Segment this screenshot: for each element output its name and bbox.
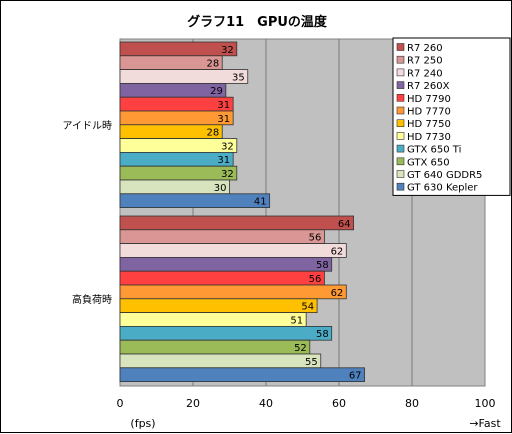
legend-entry: R7 240 <box>407 68 443 79</box>
bar <box>119 41 238 57</box>
bar-value-label: 35 <box>232 72 245 83</box>
bar <box>119 298 318 313</box>
x-tick-label: 80 <box>405 397 419 410</box>
bar <box>119 215 355 231</box>
bar-value-label: 29 <box>210 86 223 97</box>
bar <box>119 270 325 286</box>
legend-entry: HD 7790 <box>407 94 451 105</box>
x-axis-label: (fps) <box>130 417 155 430</box>
bar-value-label: 52 <box>294 343 307 354</box>
legend-swatch <box>396 132 405 140</box>
bar <box>119 138 238 153</box>
bar-value-label: 67 <box>349 371 362 382</box>
legend-swatch <box>396 94 405 102</box>
legend-entry: HD 7750 <box>407 119 451 130</box>
bar-value-label: 28 <box>206 128 219 139</box>
bar <box>119 110 234 126</box>
bar <box>119 367 365 382</box>
bar-value-label: 64 <box>338 219 351 230</box>
bar-value-label: 41 <box>254 197 267 208</box>
bar-value-label: 30 <box>214 183 227 194</box>
bar <box>119 151 234 167</box>
bar <box>119 165 238 181</box>
legend-entry: GTX 650 <box>407 157 450 168</box>
legend-swatch <box>396 119 405 127</box>
bar-value-label: 62 <box>331 246 344 257</box>
direction-label: →Fast <box>469 417 501 430</box>
bar <box>119 69 249 84</box>
legend-swatch <box>396 170 405 178</box>
legend-entry: GTX 650 Ti <box>407 145 461 156</box>
bar <box>119 243 347 258</box>
legend-swatch <box>396 144 405 153</box>
bar <box>119 284 347 300</box>
bar <box>119 325 333 341</box>
bar-value-label: 32 <box>221 169 234 180</box>
bar-value-label: 58 <box>316 329 329 340</box>
bar-value-label: 56 <box>309 274 322 285</box>
x-tick-label: 0 <box>117 397 124 410</box>
bar <box>119 229 325 245</box>
legend-swatch <box>396 68 405 77</box>
x-tick-label: 20 <box>186 397 200 410</box>
x-tick-label: 100 <box>475 397 496 410</box>
legend-swatch <box>396 106 405 115</box>
bar-value-label: 56 <box>309 233 322 244</box>
category-label: 高負荷時 <box>72 293 112 306</box>
category-label: アイドル時 <box>63 120 113 132</box>
legend-swatch <box>396 43 405 51</box>
bar-value-label: 62 <box>331 288 344 299</box>
bar-value-label: 32 <box>221 141 234 152</box>
bar-value-label: 31 <box>217 100 230 111</box>
legend-entry: R7 260 <box>407 43 443 54</box>
bar-value-label: 55 <box>305 357 318 368</box>
x-tick-label: 40 <box>259 397 273 410</box>
bar <box>119 96 234 112</box>
bar-value-label: 31 <box>217 155 230 166</box>
bar-value-label: 51 <box>290 315 303 326</box>
bar-value-label: 32 <box>221 45 234 56</box>
bar <box>119 339 311 355</box>
legend-entry: HD 7770 <box>407 107 451 118</box>
legend-entry: GT 640 GDDR5 <box>407 170 482 181</box>
bar <box>119 312 307 327</box>
legend-entry: R7 260X <box>407 81 450 92</box>
legend-swatch <box>396 81 405 89</box>
legend-swatch <box>396 55 405 64</box>
bar-value-label: 28 <box>206 59 219 70</box>
bar-value-label: 54 <box>301 302 314 313</box>
legend-swatch <box>396 157 405 166</box>
legend-swatch <box>396 182 405 191</box>
bar <box>119 256 333 272</box>
legend-entry: GT 630 Kepler <box>407 183 478 194</box>
legend-box <box>392 37 511 196</box>
chart-title: グラフ11 GPUの温度 <box>187 14 328 30</box>
bar <box>119 353 322 369</box>
bar-value-label: 31 <box>217 114 230 125</box>
legend-entry: R7 250 <box>407 56 443 67</box>
bar-value-label: 58 <box>316 260 329 271</box>
legend-entry: HD 7730 <box>407 132 451 143</box>
bar <box>119 193 271 209</box>
x-tick-label: 60 <box>332 397 346 410</box>
